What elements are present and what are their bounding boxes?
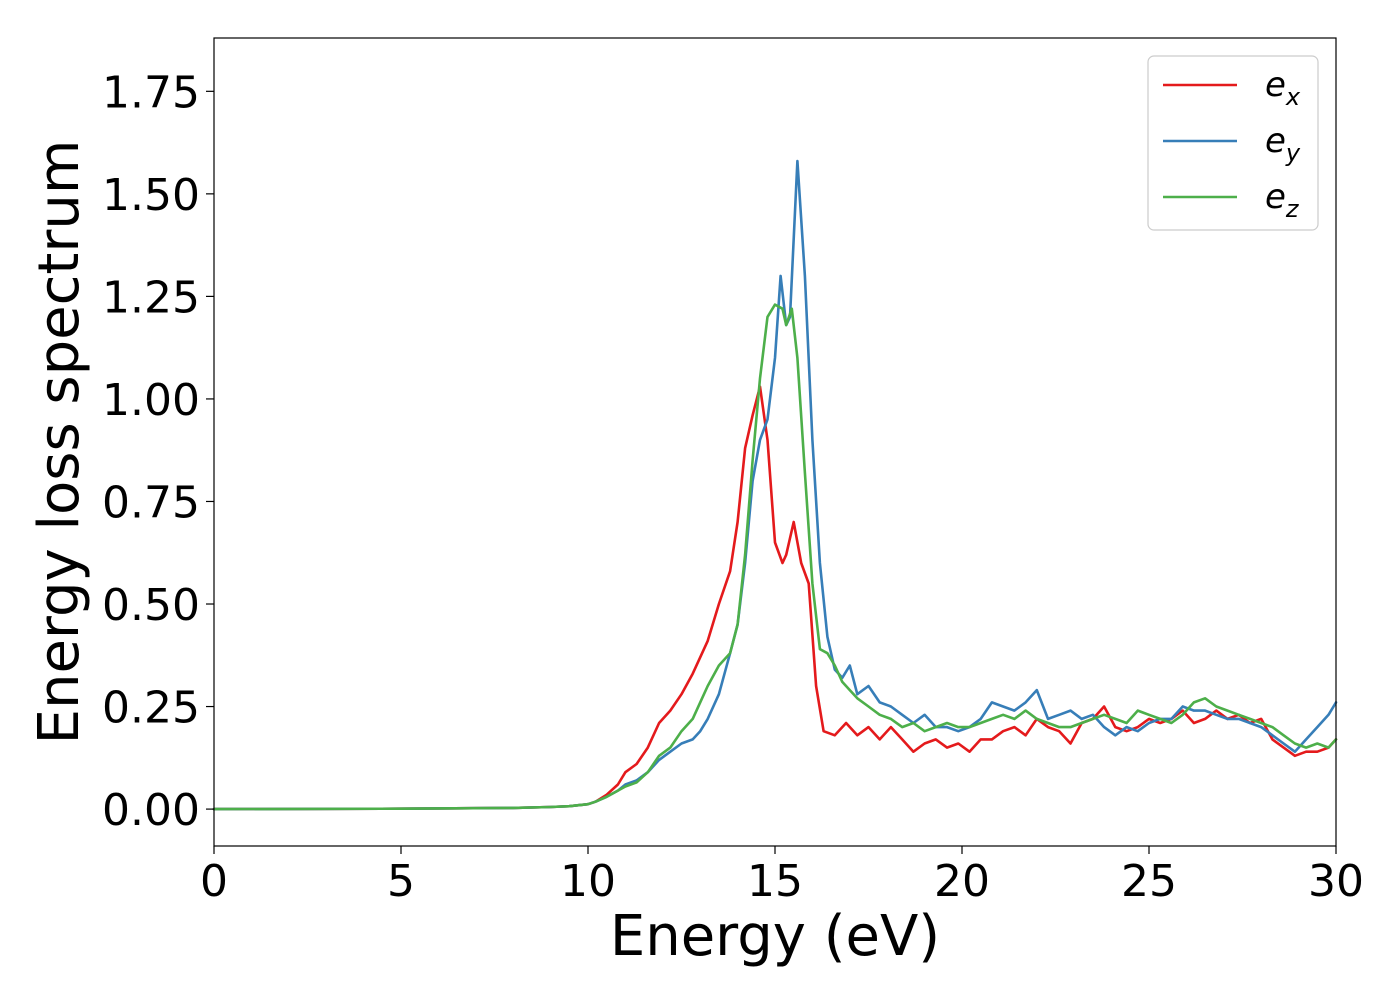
x-tick-label: 30 [1308, 856, 1364, 907]
series-line-e-z [212, 303, 1338, 811]
y-tick-label: 1.25 [102, 272, 200, 323]
y-tick-label: 0.25 [102, 683, 200, 734]
y-axis: 0.00 0.25 0.50 0.75 1.00 1.25 1.50 1.75 [102, 67, 214, 836]
legend-item-e-z: ez [1163, 177, 1300, 223]
y-axis-title: Energy loss spectrum [27, 140, 92, 745]
x-axis-title: Energy (eV) [610, 904, 940, 969]
legend-item-e-x: ex [1163, 65, 1301, 111]
legend-item-e-y: ey [1163, 121, 1301, 167]
legend-label: ez [1265, 177, 1300, 223]
x-tick-label: 0 [200, 856, 228, 907]
legend-box [1147, 55, 1319, 231]
y-tick-label: 1.00 [102, 375, 200, 426]
legend-label: ex [1265, 65, 1301, 111]
x-tick-label: 15 [747, 856, 803, 907]
x-tick-label: 10 [560, 856, 616, 907]
series-lines [212, 159, 1338, 811]
y-tick-label: 0.75 [102, 477, 200, 528]
legend-items: ex ey ez [1163, 65, 1301, 223]
x-tick-label: 25 [1121, 856, 1177, 907]
x-tick-label: 5 [387, 856, 415, 907]
legend-label: ey [1265, 121, 1301, 167]
series-line-e-x [212, 385, 1338, 811]
y-tick-label: 0.00 [102, 785, 200, 836]
y-tick-label: 1.75 [102, 67, 200, 118]
x-tick-label: 20 [934, 856, 990, 907]
y-tick-label: 1.50 [102, 170, 200, 221]
series-line-e-y [212, 159, 1338, 811]
x-axis: 0 5 10 15 20 25 30 [200, 846, 1364, 907]
legend: ex ey ez [1147, 55, 1319, 231]
y-tick-label: 0.50 [102, 580, 200, 631]
